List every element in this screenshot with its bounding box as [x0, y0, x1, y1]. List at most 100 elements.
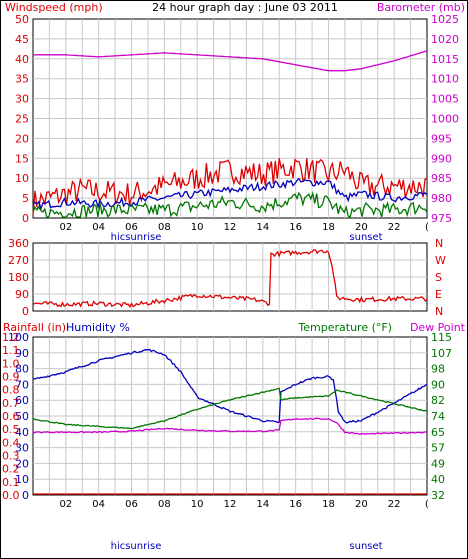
- right-tick-label: 975: [431, 212, 452, 225]
- left-tick-label: 70: [15, 378, 29, 391]
- right-tick-label: 115: [431, 331, 452, 344]
- right-tick-label: 32: [431, 489, 445, 502]
- compass-tick-label: E: [435, 288, 442, 301]
- right-tick-label: 74: [431, 410, 445, 423]
- rain-tick-label: 0.2: [2, 463, 20, 476]
- hour-tick-label: 06: [125, 222, 138, 233]
- compass-tick-label: W: [435, 254, 446, 267]
- sunrise-label-bottom: hicsunrise: [111, 541, 162, 552]
- left-tick-label: 10: [15, 473, 29, 486]
- hour-tick-label: 22: [388, 499, 401, 510]
- series-green-line: [32, 191, 428, 218]
- rain-tick-label: 0.8: [2, 384, 20, 397]
- chart-title: 24 hour graph day : June 03 2011: [152, 1, 338, 14]
- right-tick-label: 995: [431, 132, 452, 145]
- right-tick-label: 1005: [431, 93, 459, 106]
- series-humidity-line: [32, 348, 428, 424]
- hour-tick-label: 04: [92, 499, 105, 510]
- compass-tick-label: N: [435, 305, 443, 318]
- hour-tick-label: 06: [125, 499, 138, 510]
- hour-tick-label: 18: [322, 499, 335, 510]
- left-tick-label: 25: [15, 113, 29, 126]
- left-tick-label: 20: [15, 132, 29, 145]
- hour-tick-label: (: [425, 222, 429, 233]
- hour-tick-label: (: [425, 499, 429, 510]
- rain-tick-label: 0.5: [2, 423, 20, 436]
- hour-tick-label: 10: [191, 499, 204, 510]
- temperature-axis-label: Temperature (°F): [297, 321, 392, 334]
- sunset-label-bottom: sunset: [349, 541, 382, 552]
- right-tick-label: 107: [431, 347, 452, 360]
- left-tick-label: 0: [22, 305, 29, 318]
- left-tick-label: 20: [15, 457, 29, 470]
- hour-tick-label: 18: [322, 222, 335, 233]
- left-tick-label: 15: [15, 152, 29, 165]
- right-tick-label: 90: [431, 378, 445, 391]
- hour-tick-label: 20: [355, 222, 368, 233]
- hour-tick-label: 02: [59, 222, 72, 233]
- humidity-axis-label: Humidity %: [66, 321, 130, 334]
- right-tick-label: 990: [431, 152, 452, 165]
- left-tick-label: 270: [8, 254, 29, 267]
- hour-tick-label: 08: [158, 499, 171, 510]
- left-tick-label: 360: [8, 237, 29, 250]
- hour-tick-label: 20: [355, 499, 368, 510]
- left-tick-label: 45: [15, 33, 29, 46]
- compass-tick-label: S: [435, 271, 442, 284]
- windspeed-axis-label: Windspeed (mph): [5, 1, 103, 14]
- rain-tick-label: 0.0: [2, 489, 20, 502]
- hour-tick-label: 14: [256, 222, 269, 233]
- series-magenta-line: [33, 50, 428, 72]
- right-tick-label: 49: [431, 457, 445, 470]
- rain-tick-label: 0.6: [2, 410, 20, 423]
- right-tick-label: 1020: [431, 33, 459, 46]
- left-tick-label: 60: [15, 394, 29, 407]
- left-tick-label: 90: [15, 347, 29, 360]
- left-tick-label: 35: [15, 73, 29, 86]
- rain-tick-label: 0.7: [2, 397, 20, 410]
- barometer-axis-label: Barometer (mb): [377, 1, 465, 14]
- hour-tick-label: 04: [92, 222, 105, 233]
- rain-tick-label: 0.3: [2, 450, 20, 463]
- rain-tick-label: 0.9: [2, 371, 20, 384]
- left-tick-label: 40: [15, 53, 29, 66]
- compass-tick-label: N: [435, 237, 443, 250]
- left-tick-label: 40: [15, 426, 29, 439]
- right-tick-label: 65: [431, 426, 445, 439]
- right-tick-label: 1000: [431, 113, 459, 126]
- left-tick-label: 10: [15, 172, 29, 185]
- hour-tick-label: 16: [289, 499, 302, 510]
- hour-tick-label: 14: [256, 499, 269, 510]
- rain-tick-label: 1.0: [2, 357, 20, 370]
- left-tick-label: 30: [15, 442, 29, 455]
- hour-tick-label: 22: [388, 222, 401, 233]
- left-tick-label: 50: [15, 13, 29, 26]
- right-tick-label: 40: [431, 473, 445, 486]
- hour-tick-label: 02: [59, 499, 72, 510]
- hour-tick-label: 12: [224, 499, 237, 510]
- left-tick-label: 180: [8, 271, 29, 284]
- series-red-line: [32, 158, 428, 215]
- right-tick-label: 57: [431, 442, 445, 455]
- left-tick-label: 0: [22, 212, 29, 225]
- right-tick-label: 1010: [431, 73, 459, 86]
- hour-tick-label: 12: [224, 222, 237, 233]
- rain-tick-label: 0.1: [2, 476, 20, 489]
- dewpoint-axis-label: Dew Point: [410, 321, 466, 334]
- left-tick-label: 90: [15, 288, 29, 301]
- sunrise-label-top: hicsunrise: [111, 232, 162, 243]
- rain-tick-label: 1.1: [2, 344, 20, 357]
- hour-tick-label: 16: [289, 222, 302, 233]
- left-tick-label: 5: [22, 192, 29, 205]
- left-tick-label: 80: [15, 363, 29, 376]
- right-tick-label: 985: [431, 172, 452, 185]
- series-red-line: [32, 249, 428, 309]
- left-tick-label: 100: [8, 331, 29, 344]
- left-tick-label: 0: [22, 489, 29, 502]
- series-blue-line: [32, 177, 428, 212]
- sunset-label-top: sunset: [349, 232, 382, 243]
- hour-tick-label: 08: [158, 222, 171, 233]
